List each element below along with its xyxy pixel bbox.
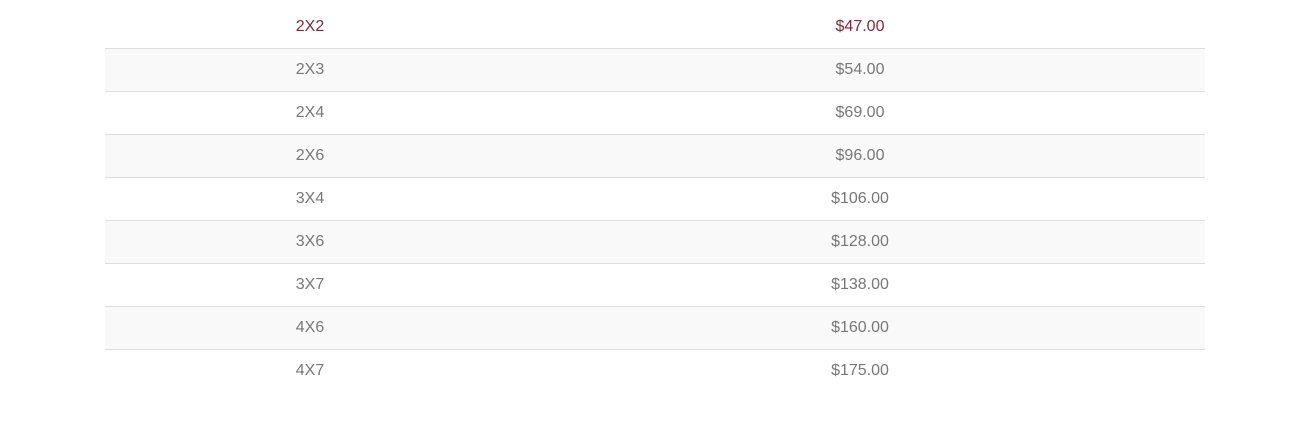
price-table: 2X2 $47.00 2X3 $54.00 2X4 $69.00 2X6 $96.00 …: [105, 5, 1205, 392]
price-cell: $128.00: [831, 233, 889, 250]
price-cell: $47.00: [835, 17, 885, 35]
table-row[interactable]: 3X6 $128.00: [105, 220, 1205, 263]
size-cell: 3X6: [295, 233, 325, 250]
size-cell: 4X7: [295, 362, 325, 379]
size-cell: 3X7: [295, 276, 325, 293]
table-row[interactable]: 2X2 $47.00: [105, 5, 1205, 48]
price-cell: $106.00: [831, 190, 889, 207]
price-cell: $138.00: [831, 276, 889, 293]
price-cell: $96.00: [835, 147, 885, 164]
table-row[interactable]: 4X6 $160.00: [105, 306, 1205, 349]
price-cell: $160.00: [831, 319, 889, 336]
size-cell: 2X2: [295, 17, 325, 35]
table-row[interactable]: 4X7 $175.00: [105, 349, 1205, 392]
size-cell: 2X6: [295, 147, 325, 164]
table-row[interactable]: 2X4 $69.00: [105, 91, 1205, 134]
size-cell: 2X3: [295, 61, 325, 78]
table-row[interactable]: 2X3 $54.00: [105, 48, 1205, 91]
price-cell: $54.00: [835, 61, 885, 78]
size-cell: 4X6: [295, 319, 325, 336]
price-cell: $69.00: [835, 104, 885, 121]
table-row[interactable]: 3X4 $106.00: [105, 177, 1205, 220]
table-row[interactable]: 3X7 $138.00: [105, 263, 1205, 306]
size-cell: 3X4: [295, 190, 325, 207]
price-cell: $175.00: [831, 362, 889, 379]
size-cell: 2X4: [295, 104, 325, 121]
table-row[interactable]: 2X6 $96.00: [105, 134, 1205, 177]
